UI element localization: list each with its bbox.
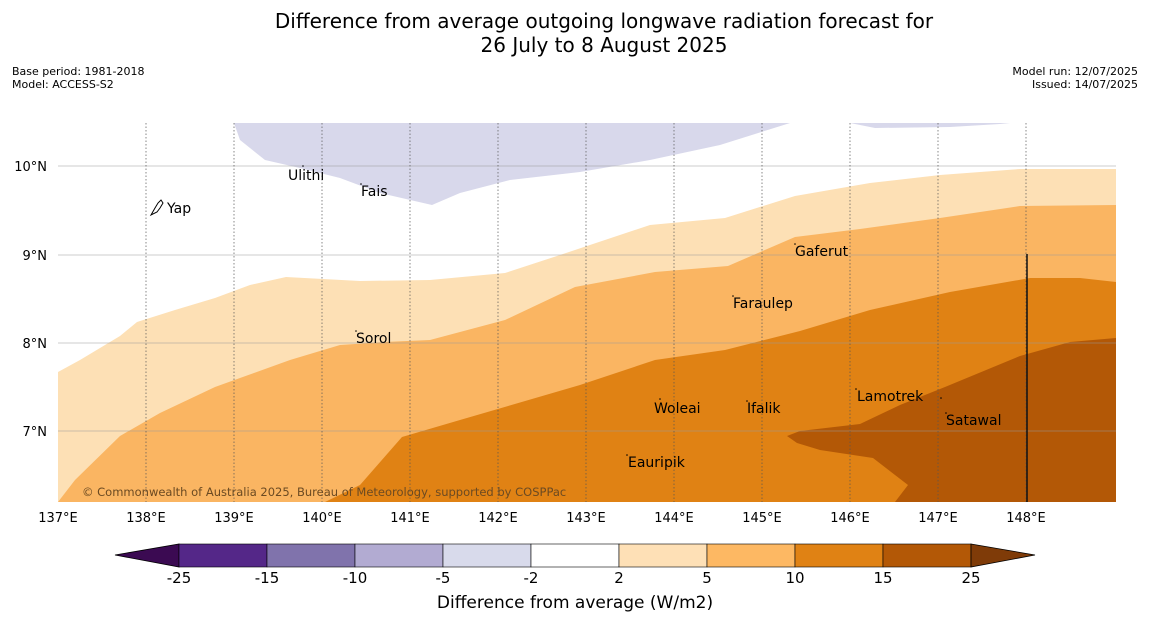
lon-label-145e: 145°E — [742, 511, 782, 526]
lon-label-138e: 138°E — [126, 511, 166, 526]
colorbar-tick-2: -15 — [255, 569, 280, 587]
lon-label-148e: 148°E — [1006, 511, 1046, 526]
colorbar-max-extension — [970, 543, 1036, 568]
marker-woleai — [659, 398, 661, 400]
label-satawal: Satawal — [946, 413, 1001, 429]
marker-ulithi — [302, 165, 304, 167]
lon-label-140e: 140°E — [302, 511, 342, 526]
colorbar-min-extension — [114, 543, 180, 568]
label-fais: Fais — [361, 184, 388, 200]
colorbar-tick-3: -10 — [343, 569, 368, 587]
base-period: Base period: 1981-2018 — [12, 65, 145, 78]
label-sorol: Sorol — [356, 331, 391, 347]
colorbar-swatch-8 — [794, 543, 884, 568]
meta-left: Base period: 1981-2018 Model: ACCESS-S2 — [12, 65, 144, 91]
model-run: Model run: 12/07/2025 — [1012, 65, 1138, 78]
colorbar-tick-8: 10 — [785, 569, 804, 587]
colorbar-label: Difference from average (W/m2) — [436, 593, 714, 613]
lon-label-147e: 147°E — [918, 511, 958, 526]
colorbar-swatch-6 — [618, 543, 708, 568]
yap-island-shape — [149, 199, 164, 217]
label-woleai: Woleai — [654, 401, 701, 417]
label-gaferut: Gaferut — [795, 244, 849, 260]
marker-satawal — [945, 412, 947, 414]
colorbar-swatch-1 — [178, 543, 268, 568]
marker-sorol — [355, 330, 357, 332]
colorbar-tick-9: 15 — [873, 569, 892, 587]
colorbar-swatch-3 — [354, 543, 444, 568]
lat-label-8n: 8°N — [23, 337, 48, 352]
title-line-1: Difference from average outgoing longwav… — [274, 9, 934, 33]
colorbar-swatch-7 — [706, 543, 796, 568]
label-eauripik: Eauripik — [628, 455, 686, 471]
colorbar-tick-5: -2 — [524, 569, 539, 587]
longitude-labels: 137°E 138°E 139°E 140°E 141°E 142°E 143°… — [38, 511, 1046, 526]
place-labels: Ulithi Fais Yap Gaferut Faraulep Sorol L… — [166, 168, 1001, 471]
anomaly-zone-15-25 — [787, 338, 1116, 502]
marker-lamotrek-2 — [940, 397, 942, 399]
colorbar-tick-6: 2 — [614, 569, 624, 587]
colorbar-swatch-4 — [442, 543, 532, 568]
longitude-gridlines — [145, 123, 1027, 502]
colorbar-tick-4: -5 — [436, 569, 451, 587]
colorbar-swatch-9 — [882, 543, 972, 568]
colorbar-tick-1: -25 — [167, 569, 192, 587]
lon-label-139e: 139°E — [214, 511, 254, 526]
marker-ifalik — [746, 400, 748, 402]
negative-anomaly-zone — [234, 123, 790, 205]
colorbar-tick-7: 5 — [702, 569, 712, 587]
colorbar — [114, 543, 1036, 568]
lon-label-137e: 137°E — [38, 511, 78, 526]
colorbar-tick-10: 25 — [961, 569, 980, 587]
negative-anomaly-zone-2 — [497, 123, 540, 130]
lon-label-146e: 146°E — [830, 511, 870, 526]
colorbar-ticks: -25 -15 -10 -5 -2 2 5 10 15 25 — [167, 569, 981, 587]
lon-label-141e: 141°E — [390, 511, 430, 526]
marker-fais — [360, 183, 362, 185]
label-yap: Yap — [166, 201, 191, 217]
place-markers — [302, 165, 947, 456]
lon-label-142e: 142°E — [478, 511, 518, 526]
latitude-labels: 10°N 9°N 8°N 7°N — [14, 160, 47, 440]
chart-title: Difference from average outgoing longwav… — [0, 9, 1150, 57]
marker-faraulep — [732, 295, 734, 297]
negative-anomaly-zone-3 — [850, 123, 1010, 128]
colorbar-swatch-5 — [530, 543, 620, 568]
marker-lamotrek — [855, 388, 857, 390]
marker-eauripik — [626, 454, 628, 456]
issued-date: Issued: 14/07/2025 — [1031, 78, 1138, 91]
lon-label-143e: 143°E — [566, 511, 606, 526]
copyright-text: © Commonwealth of Australia 2025, Bureau… — [82, 485, 566, 499]
label-lamotrek: Lamotrek — [857, 389, 924, 405]
lon-label-144e: 144°E — [654, 511, 694, 526]
lat-label-9n: 9°N — [23, 249, 48, 264]
title-line-2: 26 July to 8 August 2025 — [480, 33, 728, 57]
lat-label-10n: 10°N — [14, 160, 47, 175]
model-name: Model: ACCESS-S2 — [12, 78, 114, 91]
marker-gaferut — [794, 243, 796, 245]
anomaly-field — [58, 123, 1116, 502]
colorbar-swatch-2 — [266, 543, 356, 568]
lat-label-7n: 7°N — [23, 425, 48, 440]
label-faraulep: Faraulep — [733, 296, 793, 312]
meta-right: Model run: 12/07/2025 Issued: 14/07/2025 — [1012, 65, 1138, 91]
label-ulithi: Ulithi — [288, 168, 324, 184]
label-ifalik: Ifalik — [747, 401, 781, 417]
